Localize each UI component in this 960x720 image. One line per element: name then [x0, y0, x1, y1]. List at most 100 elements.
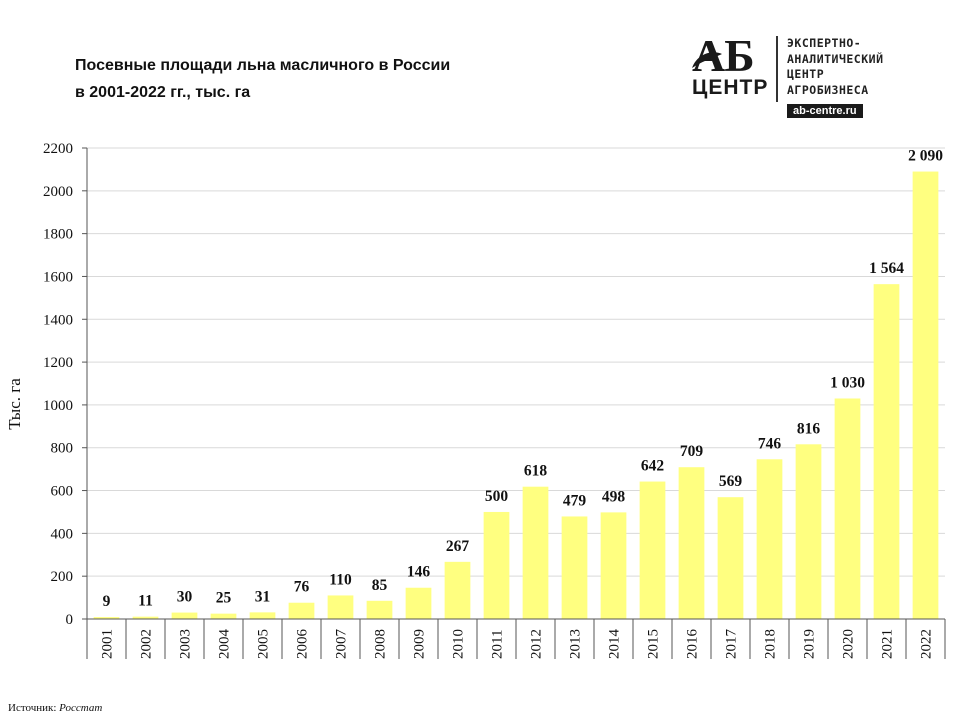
y-tick-label: 1000 [43, 398, 73, 414]
value-label-2007: 110 [329, 571, 352, 588]
x-tick-label: 2007 [334, 629, 350, 660]
x-tick-label: 2010 [451, 629, 467, 659]
bar-2016 [678, 467, 705, 619]
logo-url-badge[interactable]: ab-centre.ru [787, 104, 863, 118]
bar-2007 [327, 595, 354, 619]
x-tick-label: 2018 [763, 629, 779, 659]
bar-2002 [132, 616, 159, 619]
bar-2006 [288, 602, 315, 619]
logo-caption-line-4: АГРОБИЗНЕСА [787, 82, 869, 97]
value-label-2018: 746 [758, 435, 782, 452]
x-tick-label: 2004 [217, 629, 233, 660]
bar-2009 [405, 587, 432, 619]
source-name: Росстат [59, 702, 103, 714]
value-label-2001: 9 [103, 593, 111, 610]
bar-2014 [600, 512, 627, 619]
bar-2010 [444, 561, 471, 619]
value-label-2012: 618 [524, 463, 548, 480]
value-label-2005: 31 [255, 588, 271, 605]
bar-2012 [522, 486, 549, 619]
bar-2013 [561, 516, 588, 619]
value-label-2006: 76 [294, 579, 310, 596]
bars [93, 171, 939, 620]
value-label-2011: 500 [485, 488, 509, 505]
value-label-2022: 2 090 [908, 148, 943, 165]
logo-mark-ab: АБ [692, 30, 755, 81]
y-tick-label: 1400 [43, 312, 73, 328]
bar-2017 [717, 497, 744, 619]
x-tick-label: 2001 [100, 629, 116, 659]
y-axis-label: Тыс. га [5, 378, 24, 430]
x-tick-label: 2008 [373, 629, 389, 659]
x-tick-label: 2011 [490, 630, 506, 659]
x-tick-label: 2016 [685, 629, 701, 660]
ab-centre-logo: АБ ЦЕНТР ЭКСПЕРТНО- АНАЛИТИЧЕСКИЙ ЦЕНТР … [690, 32, 935, 122]
y-tick-label: 400 [51, 526, 74, 542]
bar-2005 [249, 612, 276, 619]
bar-2019 [795, 444, 822, 619]
value-label-2020: 1 030 [830, 374, 865, 391]
x-tick-label: 2020 [841, 629, 857, 659]
logo-caption-line-3: ЦЕНТР [787, 67, 825, 81]
bar-2018 [756, 459, 783, 619]
x-axis: 2001 2002 2003 2004 2005 2006 2007 2008 2009 2010… [86, 618, 946, 660]
source-note: Источник: Росстат [8, 702, 102, 714]
logo-caption-line-2: АНАЛИТИЧЕСКИЙ [787, 51, 884, 66]
x-tick-label: 2005 [256, 629, 272, 659]
bar-2004 [210, 613, 237, 619]
value-label-2009: 146 [407, 564, 431, 581]
x-tick-label: 2013 [568, 629, 584, 659]
x-tick-label: 2012 [529, 629, 545, 659]
x-tick-label: 2003 [178, 629, 194, 659]
y-tick-label: 0 [66, 612, 74, 628]
x-tick-label: 2002 [139, 629, 155, 659]
value-label-2014: 498 [602, 488, 626, 505]
value-label-2021: 1 564 [869, 260, 904, 277]
chart-title: Посевные площади льна масличного в Росси… [75, 52, 450, 106]
x-tick-label: 2021 [880, 629, 896, 659]
logo-divider [776, 36, 778, 102]
bar-2015 [639, 481, 666, 619]
value-label-2003: 30 [177, 589, 193, 606]
y-tick-label: 1200 [43, 355, 73, 371]
chart-title-line-2: в 2001-2022 гг., тыс. га [75, 84, 251, 101]
x-tick-label: 2022 [919, 629, 935, 659]
bar-2022 [912, 171, 939, 620]
value-label-2015: 642 [641, 458, 665, 475]
bar-2001 [93, 617, 120, 619]
bar-2020 [834, 398, 861, 619]
source-label: Источник: [8, 702, 57, 714]
value-label-2002: 11 [138, 593, 153, 610]
leaf-icon [692, 52, 722, 68]
y-tick-label: 800 [51, 441, 74, 457]
value-label-2010: 267 [446, 538, 470, 555]
bar-2011 [483, 511, 510, 619]
y-tick-label: 600 [51, 484, 74, 500]
y-tick-label: 2200 [43, 141, 73, 157]
value-label-2019: 816 [797, 420, 821, 437]
y-tick-label: 1600 [43, 269, 73, 285]
y-axis: 0 200 400 600 800 1000 1200 1400 1600 1800 2000 220… [43, 141, 88, 628]
value-label-2017: 569 [719, 473, 743, 490]
y-tick-label: 2000 [43, 184, 73, 200]
logo-caption: ЭКСПЕРТНО- АНАЛИТИЧЕСКИЙ ЦЕНТР АГРОБИЗНЕ… [787, 36, 884, 98]
x-tick-label: 2015 [646, 629, 662, 659]
value-label-2016: 709 [680, 443, 704, 460]
value-label-2008: 85 [372, 577, 388, 594]
chart-title-line-1: Посевные площади льна масличного в Росси… [75, 57, 451, 74]
value-labels: 9 11 30 25 31 76 110 85 146 267 500 618 479 498 642 709… [103, 148, 944, 611]
value-label-2013: 479 [563, 492, 587, 509]
logo-mark-centre: ЦЕНТР [692, 76, 769, 99]
bar-2008 [366, 600, 393, 619]
x-tick-label: 2014 [607, 629, 623, 660]
x-tick-label: 2009 [412, 629, 428, 659]
x-tick-label: 2017 [724, 629, 740, 660]
x-tick-label: 2019 [802, 629, 818, 659]
value-label-2004: 25 [216, 590, 232, 607]
bar-2021 [873, 284, 900, 619]
logo-caption-line-1: ЭКСПЕРТНО- [787, 36, 862, 50]
x-tick-label: 2006 [295, 629, 311, 660]
bar-2003 [171, 612, 198, 619]
y-tick-label: 200 [51, 569, 74, 585]
